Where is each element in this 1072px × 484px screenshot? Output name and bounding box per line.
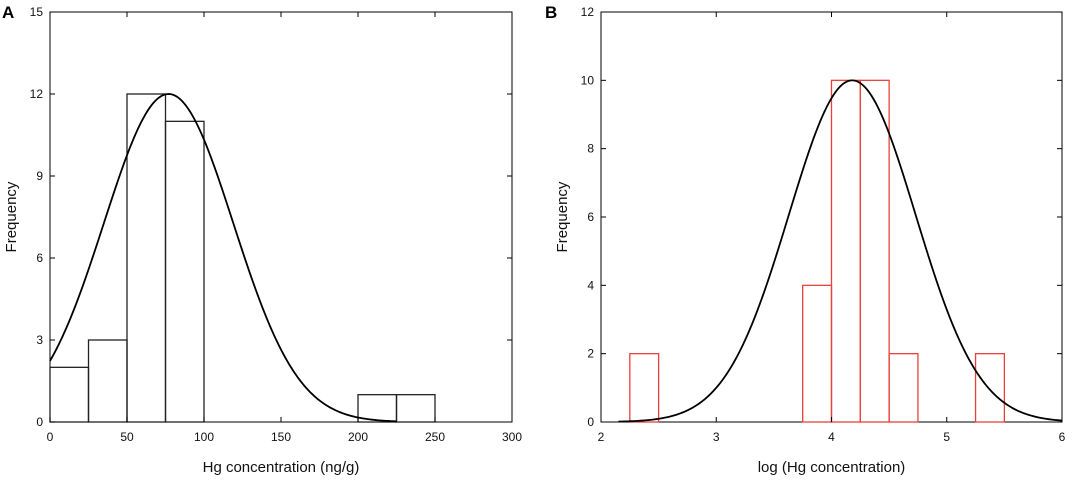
- y-tick-label: 12: [581, 5, 595, 19]
- x-tick-label: 3: [713, 430, 720, 444]
- x-tick-label: 2: [598, 430, 605, 444]
- y-tick-label: 3: [36, 333, 43, 347]
- y-tick-label: 6: [587, 210, 594, 224]
- x-tick-label: 50: [120, 430, 134, 444]
- histogram-bar: [888, 353, 919, 423]
- x-axis-label: log (Hg concentration): [758, 459, 906, 476]
- histogram-bar: [859, 79, 890, 423]
- x-tick-label: 5: [943, 430, 950, 444]
- x-axis-label: Hg concentration (ng/g): [203, 459, 360, 476]
- x-tick-label: 4: [828, 430, 835, 444]
- y-tick-label: 10: [581, 73, 595, 87]
- y-tick-label: 9: [36, 169, 43, 183]
- x-tick-label: 250: [425, 430, 445, 444]
- x-tick-label: 150: [271, 430, 291, 444]
- x-tick-label: 0: [47, 430, 54, 444]
- y-tick-label: 0: [587, 415, 594, 429]
- histogram-bar: [164, 120, 205, 423]
- x-tick-label: 300: [502, 430, 522, 444]
- y-tick-label: 4: [587, 278, 594, 292]
- y-tick-label: 2: [587, 347, 594, 361]
- panel-a: 0 50 100 150 200 250 300 0 3 6 9 12 15 A Hg concentr…: [2, 3, 522, 476]
- histogram-bar: [974, 353, 1006, 423]
- x-tick-label: 6: [1059, 430, 1066, 444]
- y-axis-label: Frequency: [554, 181, 571, 252]
- plot-area-frame: [49, 11, 513, 423]
- y-tick-label: 12: [30, 87, 44, 101]
- panel-label: A: [2, 3, 14, 22]
- histogram-bar: [49, 366, 90, 423]
- y-tick-label: 8: [587, 142, 594, 156]
- x-tick-label: 100: [194, 430, 214, 444]
- x-tick-label: 200: [348, 430, 368, 444]
- normal-fit-curve: [49, 93, 397, 423]
- histogram-bar: [87, 339, 128, 423]
- normal-fit-curve: [618, 79, 1063, 423]
- y-tick-label: 15: [30, 5, 44, 19]
- histogram-bar: [802, 284, 833, 423]
- y-tick-label: 0: [36, 415, 43, 429]
- histogram-bar: [830, 79, 861, 423]
- histogram-bar: [629, 353, 660, 423]
- histogram-bar: [395, 394, 436, 423]
- y-axis-label: Frequency: [3, 181, 20, 252]
- histogram-bar: [126, 93, 167, 423]
- y-tick-label: 6: [36, 251, 43, 265]
- panel-label: B: [545, 3, 557, 22]
